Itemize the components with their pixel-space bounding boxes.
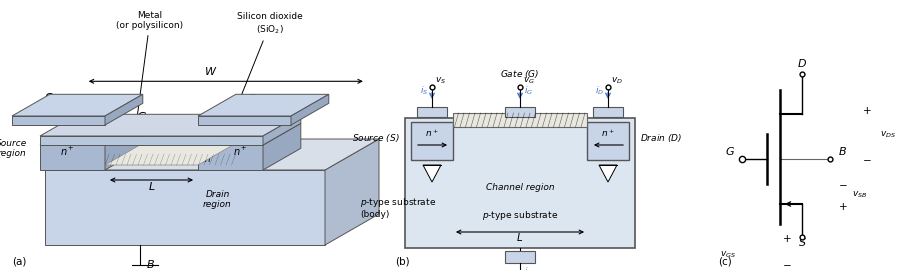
FancyBboxPatch shape — [505, 107, 535, 117]
Text: $-$: $-$ — [862, 154, 871, 164]
Text: $L$: $L$ — [148, 180, 156, 192]
Text: $G$: $G$ — [725, 145, 735, 157]
Polygon shape — [198, 116, 291, 125]
Polygon shape — [105, 123, 143, 170]
Polygon shape — [423, 165, 441, 182]
Polygon shape — [105, 143, 236, 165]
Text: $v_{DS}$: $v_{DS}$ — [880, 130, 896, 140]
Text: Source
region: Source region — [0, 139, 28, 158]
Text: Channel region: Channel region — [486, 183, 554, 192]
Text: $v_S$: $v_S$ — [435, 76, 446, 86]
Polygon shape — [198, 123, 301, 145]
Text: $i_D$: $i_D$ — [595, 85, 604, 97]
Text: $v_{SB}$: $v_{SB}$ — [852, 190, 868, 201]
Polygon shape — [40, 123, 143, 145]
Polygon shape — [198, 94, 328, 116]
Text: (b): (b) — [395, 256, 410, 266]
Polygon shape — [40, 114, 301, 136]
Text: $+$: $+$ — [782, 233, 792, 244]
Polygon shape — [105, 94, 143, 125]
Polygon shape — [325, 139, 379, 245]
Polygon shape — [198, 145, 263, 170]
FancyBboxPatch shape — [405, 118, 635, 248]
Text: $-$: $-$ — [838, 179, 848, 189]
Text: $v_G$: $v_G$ — [523, 76, 535, 86]
Polygon shape — [45, 139, 379, 170]
Text: $n^+$: $n^+$ — [233, 145, 248, 158]
Polygon shape — [12, 116, 105, 125]
Text: $B$: $B$ — [146, 258, 155, 270]
Text: Silicon dioxide
(SiO$_2$): Silicon dioxide (SiO$_2$) — [224, 12, 303, 138]
FancyBboxPatch shape — [417, 107, 447, 117]
Polygon shape — [40, 145, 105, 170]
Text: Drain
region: Drain region — [203, 190, 232, 209]
Text: $n^+$: $n^+$ — [60, 144, 75, 157]
Text: Metal
(or polysilicon): Metal (or polysilicon) — [116, 11, 184, 121]
Text: $W$: $W$ — [204, 65, 218, 77]
Text: $p$-type substrate: $p$-type substrate — [482, 209, 558, 222]
Text: Drain ($D$): Drain ($D$) — [640, 132, 682, 144]
FancyBboxPatch shape — [593, 107, 623, 117]
Text: $p$-type substrate
(body): $p$-type substrate (body) — [360, 196, 436, 219]
Text: $v_{GS}$: $v_{GS}$ — [720, 250, 736, 261]
Text: Source ($S$): Source ($S$) — [352, 132, 400, 144]
Polygon shape — [12, 94, 143, 116]
Text: $D$: $D$ — [247, 93, 258, 106]
Text: $v_D$: $v_D$ — [611, 76, 623, 86]
Polygon shape — [599, 165, 617, 182]
Text: Gate ($G$): Gate ($G$) — [500, 68, 540, 80]
Text: $+$: $+$ — [862, 105, 871, 116]
Text: $i_S$: $i_S$ — [419, 85, 428, 97]
Text: (a): (a) — [12, 256, 26, 266]
FancyBboxPatch shape — [411, 122, 453, 160]
Text: $B$: $B$ — [838, 145, 847, 157]
Polygon shape — [263, 114, 301, 145]
Text: $-$: $-$ — [782, 259, 792, 269]
Text: $i_G$: $i_G$ — [524, 85, 533, 97]
Polygon shape — [45, 170, 325, 245]
Text: $G$: $G$ — [136, 111, 147, 124]
Text: $D$: $D$ — [797, 57, 807, 69]
Text: $S$: $S$ — [44, 92, 53, 105]
Text: $L$: $L$ — [517, 231, 524, 243]
Text: $i_B$: $i_B$ — [524, 265, 533, 270]
Text: $n^+$: $n^+$ — [425, 127, 439, 139]
Polygon shape — [291, 94, 328, 125]
FancyBboxPatch shape — [505, 251, 535, 263]
Text: $S$: $S$ — [797, 236, 806, 248]
Text: $+$: $+$ — [838, 201, 848, 212]
FancyBboxPatch shape — [587, 122, 629, 160]
Text: Channel region: Channel region — [142, 155, 211, 164]
Polygon shape — [40, 136, 263, 145]
Polygon shape — [263, 123, 301, 170]
Text: (c): (c) — [718, 256, 732, 266]
FancyBboxPatch shape — [453, 113, 587, 127]
Text: $n^+$: $n^+$ — [601, 127, 615, 139]
